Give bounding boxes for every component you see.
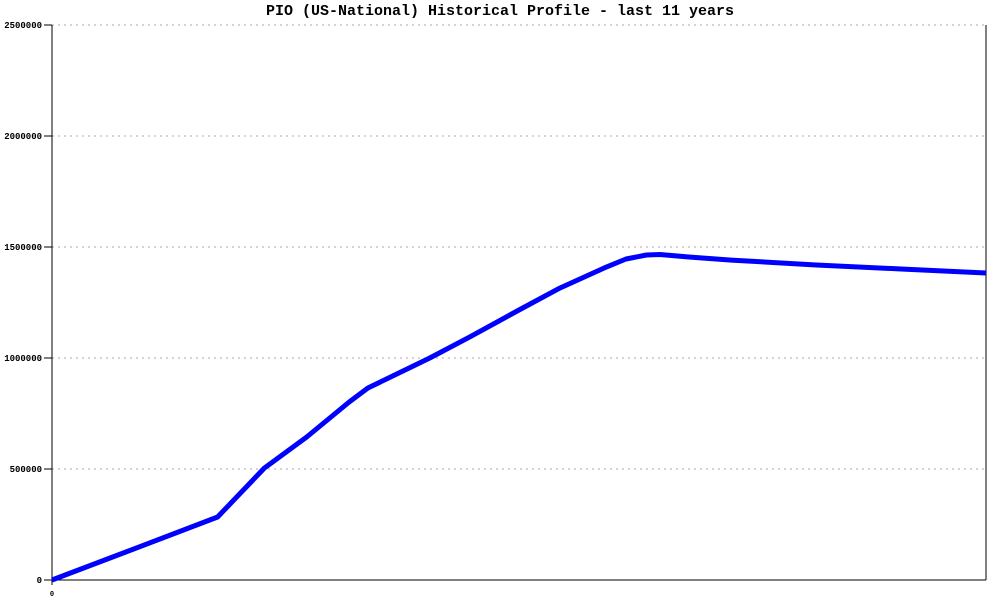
y-tick-label: 1000000 bbox=[4, 354, 42, 364]
y-tick-label: 2000000 bbox=[4, 132, 42, 142]
y-tick-label: 2500000 bbox=[4, 21, 42, 31]
y-tick-label: 1500000 bbox=[4, 243, 42, 253]
y-tick-label: 500000 bbox=[10, 465, 42, 475]
x-tick-label: 0 bbox=[50, 591, 54, 599]
chart-title: PIO (US-National) Historical Profile - l… bbox=[265, 3, 735, 20]
data-line bbox=[51, 252, 987, 583]
y-tick-label: 0 bbox=[37, 576, 42, 586]
